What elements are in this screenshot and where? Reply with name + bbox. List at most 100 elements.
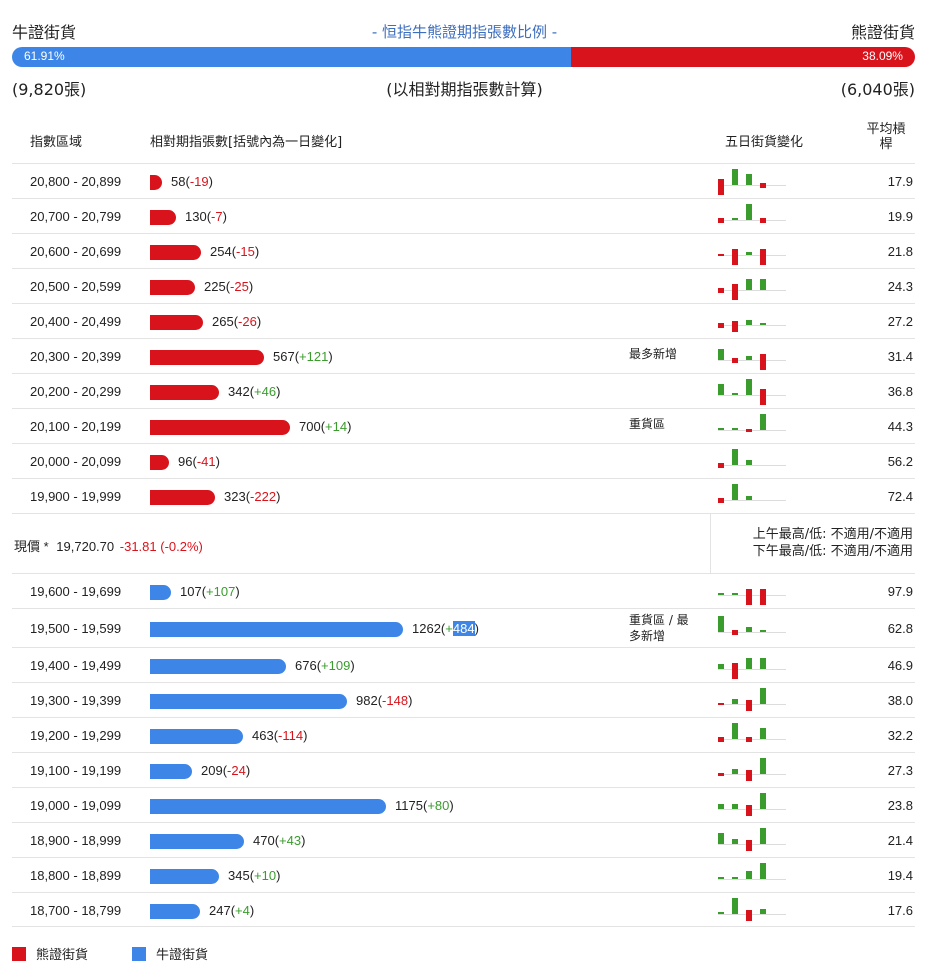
bull-bar [150,659,286,674]
contract-value: 700 [299,419,321,434]
spark-bar [760,909,766,914]
contract-count: 247(+4) [209,903,255,918]
spark-bar [718,498,724,503]
spark-baseline [718,879,786,880]
five-day-spark [718,826,788,856]
contract-count: 463(-114) [252,728,308,743]
five-day-spark [718,686,788,716]
spark-bar [760,728,766,739]
bull-row: 19,400 - 19,499 676(+109) 46.9 [12,647,915,682]
contract-count: 1262(+484) [412,621,479,636]
spark-bar [718,428,724,430]
five-day-spark [718,377,788,407]
avg-leverage: 46.9 [887,658,913,673]
bear-row: 20,700 - 20,799 130(-7) 19.9 [12,198,915,233]
five-day-spark [718,412,788,442]
spark-bar [746,737,752,742]
price-divider [710,514,711,574]
zone-label: 19,200 - 19,299 [30,728,122,743]
zone-label: 20,200 - 20,299 [30,384,122,399]
avg-leverage: 19.4 [887,868,913,883]
spark-baseline [718,185,786,186]
spark-bar [732,898,738,914]
spark-bar [732,630,738,635]
daily-change: -7 [211,209,223,224]
spark-bar [760,863,766,879]
avg-leverage: 21.4 [887,833,913,848]
bear-ratio-segment: 38.09% [571,47,915,67]
zone-label: 18,700 - 18,799 [30,903,122,918]
spark-baseline [718,290,786,291]
bull-bar [150,729,243,744]
spark-bar [760,218,766,223]
contract-count: 700(+14) [299,419,352,434]
zone-label: 19,600 - 19,699 [30,584,122,599]
spark-baseline [718,809,786,810]
contract-count: 130(-7) [185,209,227,224]
spark-bar [732,321,738,332]
spark-baseline [718,220,786,221]
contract-count: 470(+43) [253,833,306,848]
spark-bar [718,804,724,809]
spark-baseline [718,774,786,775]
spark-bar [718,218,724,223]
price-block: 現價 * 19,720.70 -31.81 (-0.2%) [14,536,203,555]
chart-title: - 恒指牛熊證期指張數比例 - [371,23,558,41]
daily-change: +14 [325,419,348,434]
spark-bar [732,393,738,395]
bear-row: 20,200 - 20,299 342(+46) 36.8 [12,373,915,408]
zone-label: 20,600 - 20,699 [30,244,122,259]
zone-label: 20,300 - 20,399 [30,349,122,364]
spark-baseline [718,500,786,501]
bear-row: 20,100 - 20,199 700(+14) 重貨區 44.3 [12,408,915,443]
bear-bar [150,175,162,190]
daily-change: -222 [250,489,277,504]
bull-bar [150,585,171,600]
zone-label: 18,800 - 18,899 [30,868,122,883]
daily-change: +80 [427,798,450,813]
spark-baseline [718,669,786,670]
legend-bear-swatch [12,947,26,961]
session-range: 上午最高/低: 不適用/不適用 下午最高/低: 不適用/不適用 [753,526,913,560]
spark-bar [732,249,738,265]
bear-row: 20,500 - 20,599 225(-25) 24.3 [12,268,915,303]
spark-bar [760,658,766,669]
spark-baseline [718,395,786,396]
daily-change: -41 [196,454,216,469]
daily-change: -24 [227,763,246,778]
spark-baseline [718,360,786,361]
spark-bar [718,737,724,742]
daily-change: -148 [382,693,409,708]
five-day-spark [718,791,788,821]
bear-bar [150,280,195,295]
bear-pct-label: 38.09% [862,49,903,63]
contract-value: 982 [356,693,378,708]
spark-bar [746,174,752,185]
avg-leverage: 31.4 [887,349,913,364]
bull-bar [150,694,347,709]
am-range: 上午最高/低: 不適用/不適用 [752,527,913,542]
bear-bar [150,420,290,435]
contract-count: 345(+10) [228,868,281,883]
contract-value: 254 [210,244,232,259]
bull-row: 19,200 - 19,299 463(-114) 32.2 [12,717,915,752]
spark-bar [746,805,752,816]
five-day-spark [718,756,788,786]
bear-row: 19,900 - 19,999 323(-222) 72.4 [12,478,915,513]
bull-bear-ratio-bar: 61.91% 38.09% [12,47,915,67]
bull-bar [150,764,192,779]
spark-baseline [718,844,786,845]
five-day-spark [718,577,788,607]
bear-bar [150,350,264,365]
spark-bar [718,384,724,395]
spark-baseline [718,325,786,326]
contract-value: 342 [228,384,250,399]
table-bottom-rule [12,926,915,927]
daily-change: +46 [254,384,277,399]
spark-bar [732,428,738,430]
bull-row: 18,900 - 18,999 470(+43) 21.4 [12,822,915,857]
daily-change: -15 [236,244,255,259]
avg-leverage: 32.2 [887,728,913,743]
spark-bar [746,770,752,781]
zone-note-line: 重貨區 / 最 [629,613,689,627]
